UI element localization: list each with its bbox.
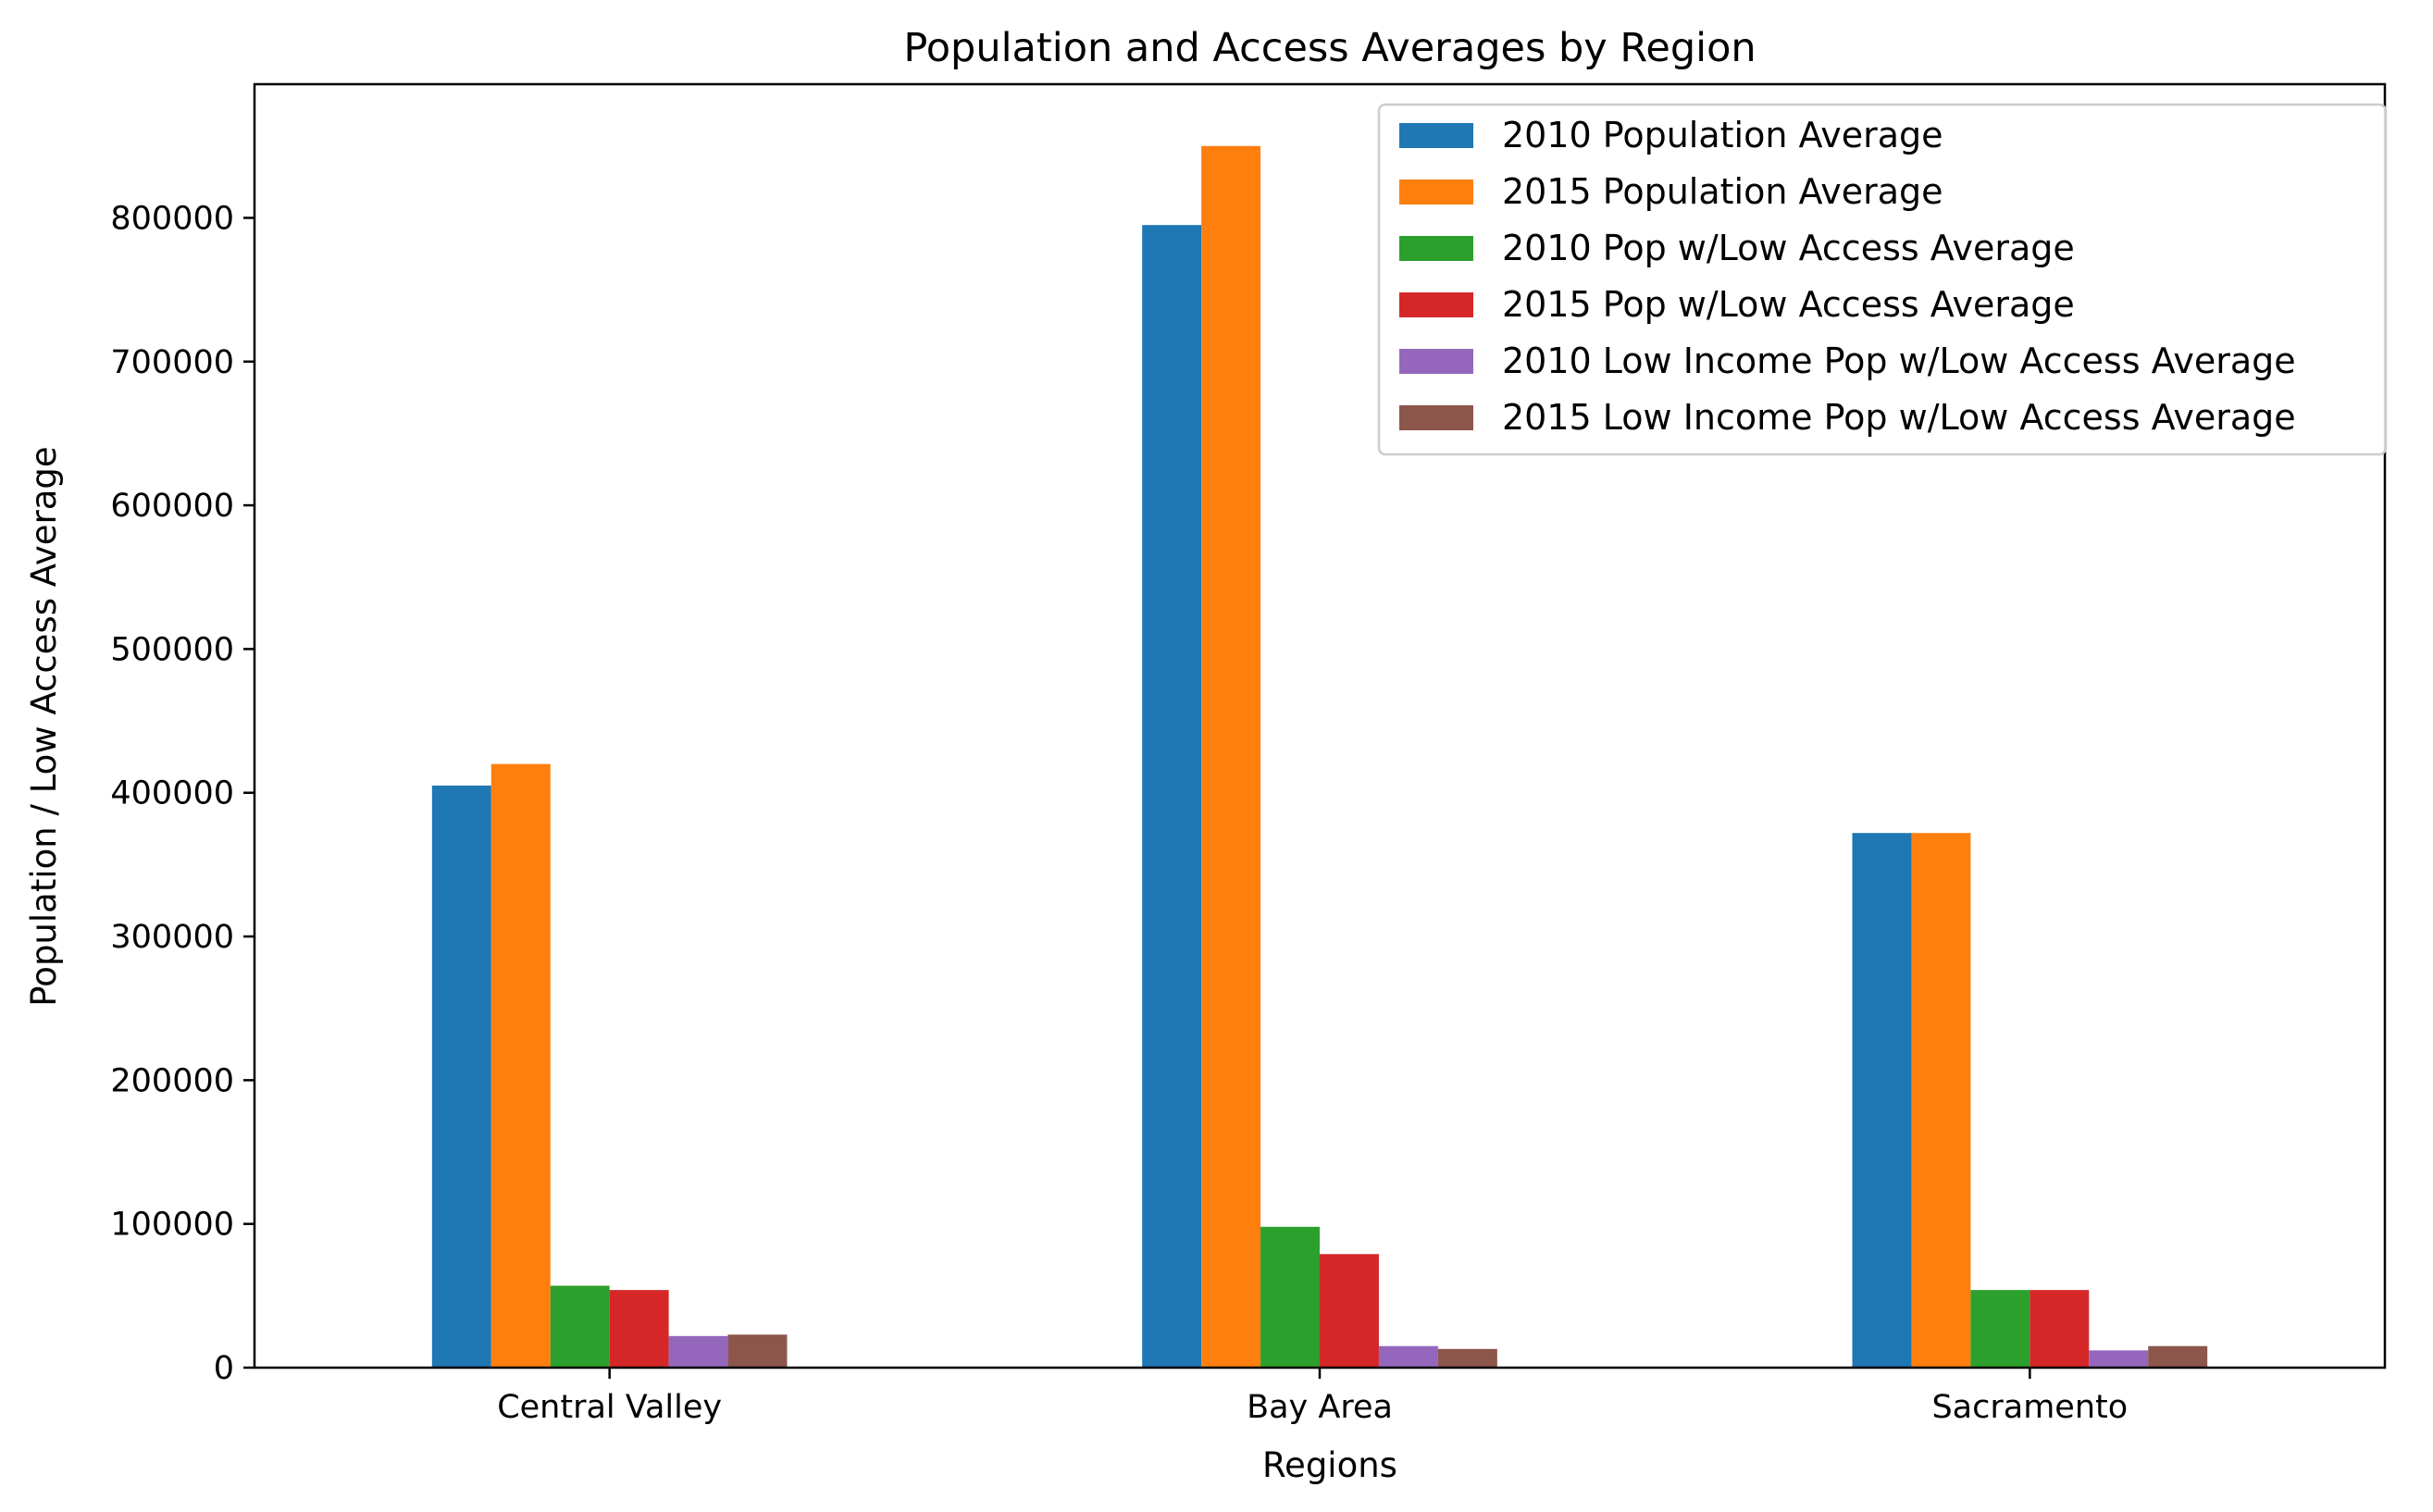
- bar-2010-population-average-central-valley: [431, 785, 491, 1368]
- bar-2015-pop-w-low-access-average-bay-area: [1320, 1254, 1379, 1368]
- bar-2010-pop-w-low-access-average-sacramento: [1970, 1290, 2030, 1368]
- bar-2010-pop-w-low-access-average-central-valley: [550, 1285, 610, 1368]
- bar-2010-low-income-pop-w-low-access-average-central-valley: [668, 1335, 728, 1368]
- x-axis-label: Regions: [1262, 1445, 1397, 1485]
- y-tick-label: 600000: [110, 488, 234, 525]
- x-tick-label-bay-area: Bay Area: [1247, 1389, 1393, 1426]
- legend-swatch-2010-population-average: [1399, 123, 1473, 148]
- y-tick-label: 300000: [110, 919, 234, 956]
- bar-2010-pop-w-low-access-average-bay-area: [1260, 1226, 1320, 1368]
- y-axis-ticks: 0 100000 200000 300000 400000 500000 600000 700…: [110, 200, 254, 1387]
- x-axis-ticks: Central Valley Bay Area Sacramento: [497, 1368, 2128, 1426]
- y-axis-label: Population / Low Access Average: [24, 446, 64, 1006]
- legend-swatch-2015-population-average: [1399, 180, 1473, 204]
- y-tick-label: 400000: [110, 775, 234, 812]
- legend: 2010 Population Average 2015 Population A…: [1377, 103, 2388, 456]
- x-tick-label-central-valley: Central Valley: [497, 1389, 722, 1426]
- y-tick-label: 100000: [110, 1207, 234, 1244]
- legend-label-2010-population-average: 2010 Population Average: [1502, 115, 1943, 155]
- legend-label-2015-pop-w-low-access-average: 2015 Pop w/Low Access Average: [1502, 284, 2075, 325]
- y-tick-label: 500000: [110, 631, 234, 668]
- bar-2015-low-income-pop-w-low-access-average-central-valley: [727, 1334, 788, 1368]
- bar-2010-low-income-pop-w-low-access-average-sacramento: [2089, 1350, 2149, 1368]
- x-tick-label-sacramento: Sacramento: [1931, 1389, 2128, 1426]
- legend-swatch-2015-pop-w-low-access-average: [1399, 292, 1473, 317]
- bar-2015-population-average-bay-area: [1201, 145, 1261, 1368]
- legend-label-2010-pop-w-low-access-average: 2010 Pop w/Low Access Average: [1502, 228, 2075, 268]
- legend-label-2015-population-average: 2015 Population Average: [1502, 171, 1943, 212]
- legend-swatch-2010-pop-w-low-access-average: [1399, 236, 1473, 261]
- bar-2015-population-average-central-valley: [490, 763, 551, 1368]
- y-tick-label: 200000: [110, 1062, 234, 1099]
- chart-title: Population and Access Averages by Region: [903, 25, 1756, 71]
- bar-2010-population-average-sacramento: [1852, 833, 1912, 1368]
- bar-2015-low-income-pop-w-low-access-average-sacramento: [2148, 1345, 2208, 1368]
- bar-2015-pop-w-low-access-average-sacramento: [2030, 1290, 2090, 1368]
- plot-frame: [253, 82, 2387, 1369]
- legend-frame: [1377, 103, 2388, 456]
- bar-2010-population-average-bay-area: [1142, 225, 1202, 1368]
- legend-swatch-2015-low-income-pop-w-low-access-average: [1399, 405, 1473, 430]
- bar-2015-population-average-sacramento: [1911, 833, 1971, 1368]
- bar-2010-low-income-pop-w-low-access-average-bay-area: [1378, 1345, 1438, 1368]
- bars-group: [431, 145, 2208, 1368]
- bar-2015-pop-w-low-access-average-central-valley: [609, 1290, 669, 1368]
- legend-swatch-2010-low-income-pop-w-low-access-average: [1399, 349, 1473, 374]
- legend-label-2015-low-income-pop-w-low-access-average: 2015 Low Income Pop w/Low Access Average: [1502, 397, 2296, 438]
- bar-2015-low-income-pop-w-low-access-average-bay-area: [1437, 1348, 1497, 1368]
- y-tick-label: 0: [214, 1350, 234, 1387]
- y-tick-label: 800000: [110, 200, 234, 237]
- y-tick-label: 700000: [110, 344, 234, 381]
- legend-label-2010-low-income-pop-w-low-access-average: 2010 Low Income Pop w/Low Access Average: [1502, 341, 2296, 381]
